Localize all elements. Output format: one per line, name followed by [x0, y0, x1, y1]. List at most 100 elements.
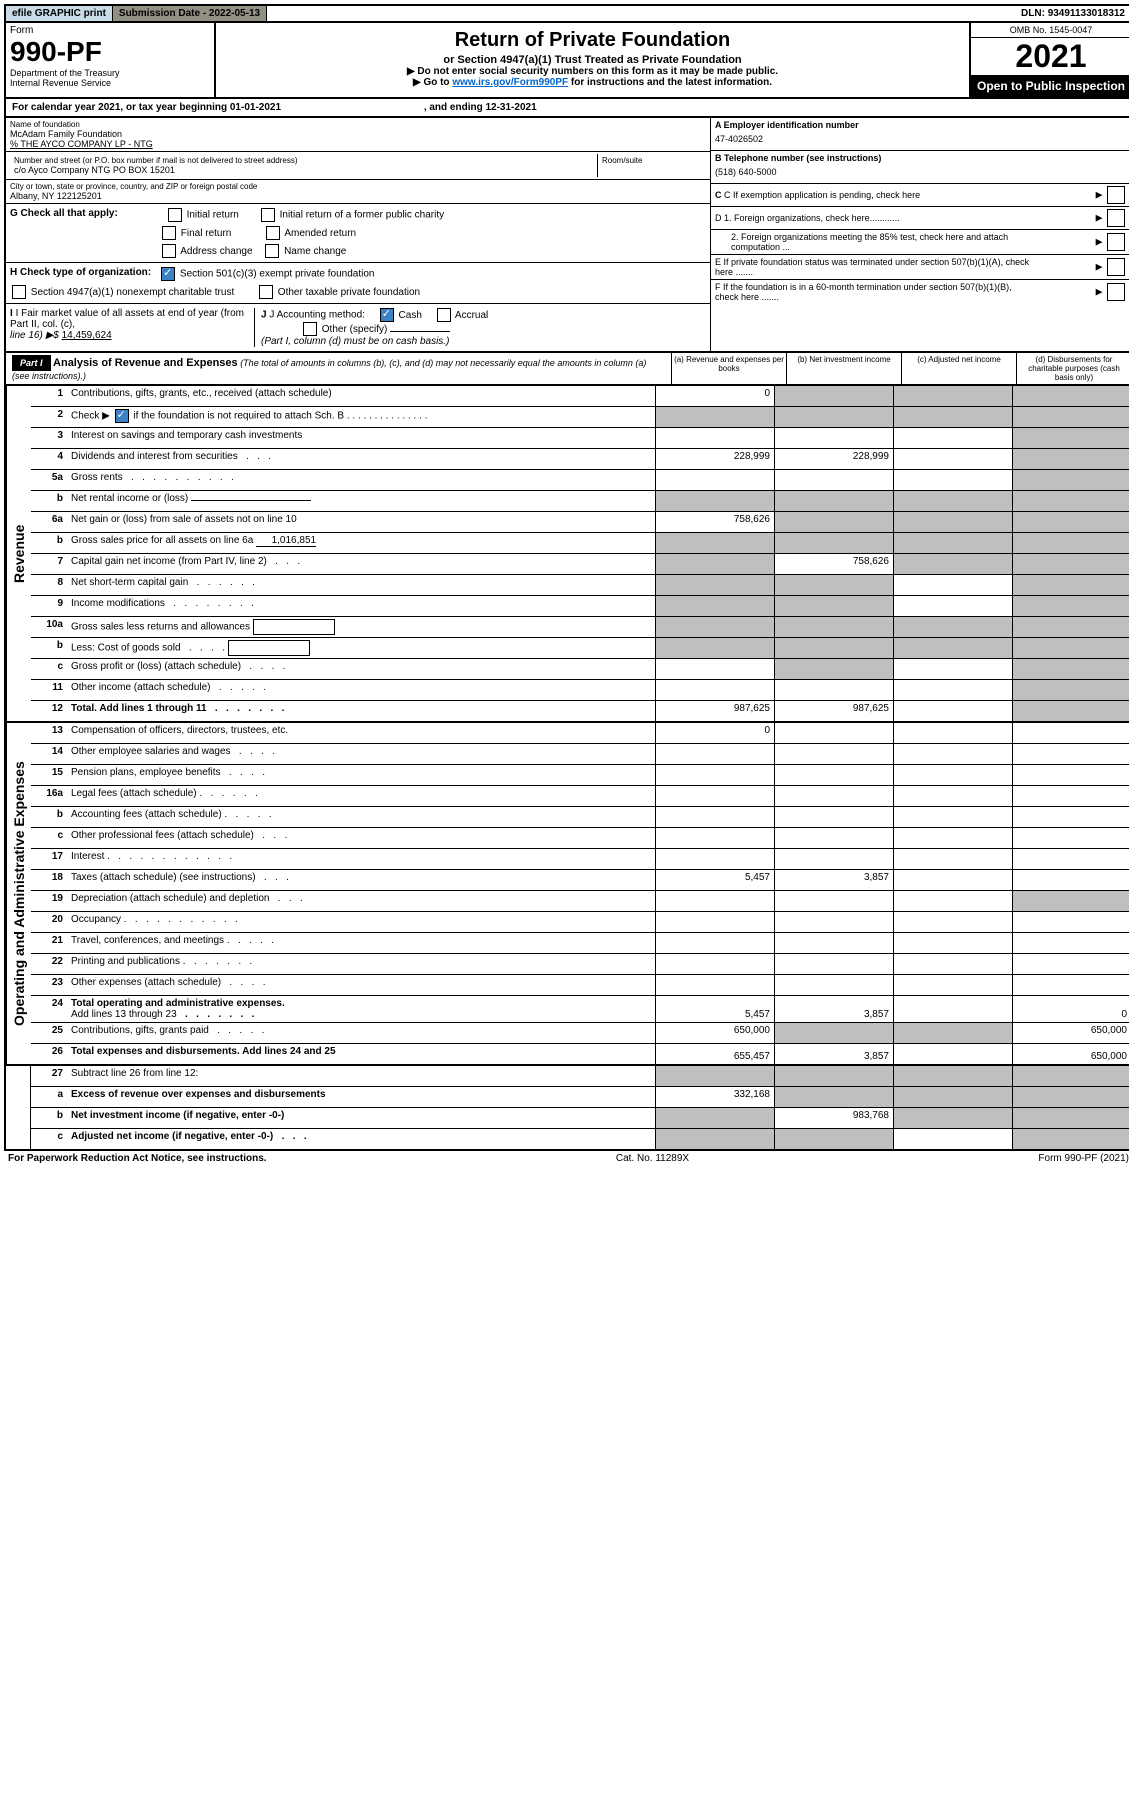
- revenue-table: Revenue 1 Contributions, gifts, grants, …: [4, 386, 1129, 723]
- top-bar: efile GRAPHIC print Submission Date - 20…: [4, 4, 1129, 23]
- irs-label: Internal Revenue Service: [10, 78, 210, 88]
- form-id-block: Form 990-PF Department of the Treasury I…: [6, 23, 216, 97]
- other-method-checkbox[interactable]: [303, 322, 317, 336]
- line-19: 19 Depreciation (attach schedule) and de…: [31, 891, 1129, 912]
- part1-desc: Part I Analysis of Revenue and Expenses …: [6, 353, 671, 384]
- section-g: G Check all that apply: Initial return I…: [6, 204, 710, 263]
- line-26: 26 Total expenses and disbursements. Add…: [31, 1044, 1129, 1064]
- line-15: 15 Pension plans, employee benefits . . …: [31, 765, 1129, 786]
- line-8: 8 Net short-term capital gain . . . . . …: [31, 575, 1129, 596]
- instruction-1: ▶ Do not enter social security numbers o…: [220, 66, 965, 77]
- status-terminated-checkbox[interactable]: [1107, 258, 1125, 276]
- line-5b: b Net rental income or (loss): [31, 491, 1129, 512]
- section-d1: D 1. Foreign organizations, check here..…: [711, 207, 1129, 230]
- calendar-year-row: For calendar year 2021, or tax year begi…: [4, 99, 1129, 118]
- foreign-85-checkbox[interactable]: [1107, 233, 1125, 251]
- line-27a: a Excess of revenue over expenses and di…: [31, 1087, 1129, 1108]
- initial-return-checkbox[interactable]: [168, 208, 182, 222]
- form-title-block: Return of Private Foundation or Section …: [216, 23, 969, 97]
- line-11: 11 Other income (attach schedule) . . . …: [31, 680, 1129, 701]
- initial-return-former-checkbox[interactable]: [261, 208, 275, 222]
- room-label: Room/suite: [602, 156, 702, 165]
- city-cell: City or town, state or province, country…: [6, 180, 710, 204]
- line-16b: b Accounting fees (attach schedule) . . …: [31, 807, 1129, 828]
- line27-table: 27 Subtract line 26 from line 12: a Exce…: [4, 1066, 1129, 1151]
- entity-left: Name of foundation McAdam Family Foundat…: [6, 118, 710, 351]
- form-label: Form: [10, 25, 210, 36]
- sch-b-checkbox[interactable]: [115, 409, 129, 423]
- form-subtitle: or Section 4947(a)(1) Trust Treated as P…: [220, 54, 965, 66]
- dln: DLN: 93491133018312: [1015, 6, 1129, 21]
- name-change-checkbox[interactable]: [265, 244, 279, 258]
- catalog-number: Cat. No. 11289X: [616, 1153, 689, 1164]
- section-c: C C If exemption application is pending,…: [711, 184, 1129, 207]
- other-taxable-checkbox[interactable]: [259, 285, 273, 299]
- phone-value: (518) 640-5000: [715, 163, 1127, 181]
- line-24: 24 Total operating and administrative ex…: [31, 996, 1129, 1023]
- cash-checkbox[interactable]: [380, 308, 394, 322]
- line-10a: 10a Gross sales less returns and allowan…: [31, 617, 1129, 638]
- accrual-checkbox[interactable]: [437, 308, 451, 322]
- amended-return-checkbox[interactable]: [266, 226, 280, 240]
- efile-label[interactable]: efile GRAPHIC print: [6, 6, 113, 21]
- line-13: 13 Compensation of officers, directors, …: [31, 723, 1129, 744]
- entity-info: Name of foundation McAdam Family Foundat…: [4, 118, 1129, 353]
- line-22: 22 Printing and publications . . . . . .…: [31, 954, 1129, 975]
- 4947a1-checkbox[interactable]: [12, 285, 26, 299]
- line-14: 14 Other employee salaries and wages . .…: [31, 744, 1129, 765]
- part1-label: Part I: [12, 355, 51, 371]
- line-1: 1 Contributions, gifts, grants, etc., re…: [31, 386, 1129, 407]
- form-title: Return of Private Foundation: [220, 29, 965, 52]
- address-change-checkbox[interactable]: [162, 244, 176, 258]
- city-state-zip: Albany, NY 122125201: [10, 191, 706, 201]
- year-block: OMB No. 1545-0047 2021 Open to Public In…: [969, 23, 1129, 97]
- line-27c: c Adjusted net income (if negative, ente…: [31, 1129, 1129, 1149]
- section-h: H Check type of organization: Section 50…: [6, 263, 710, 304]
- instructions-link[interactable]: www.irs.gov/Form990PF: [452, 77, 568, 88]
- line-6b: b Gross sales price for all assets on li…: [31, 533, 1129, 554]
- col-c-header: (c) Adjusted net income: [901, 353, 1016, 384]
- line-2: 2 Check ▶ if the foundation is not requi…: [31, 407, 1129, 428]
- expenses-side-label: Operating and Administrative Expenses: [6, 723, 31, 1064]
- form-number: 990-PF: [10, 36, 210, 68]
- section-f: F If the foundation is in a 60-month ter…: [711, 280, 1129, 304]
- dept-label: Department of the Treasury: [10, 68, 210, 78]
- exemption-pending-checkbox[interactable]: [1107, 186, 1125, 204]
- ein-value: 47-4026502: [715, 130, 1127, 148]
- line-3: 3 Interest on savings and temporary cash…: [31, 428, 1129, 449]
- line-21: 21 Travel, conferences, and meetings . .…: [31, 933, 1129, 954]
- care-of: % THE AYCO COMPANY LP - NTG: [10, 139, 706, 149]
- section-d2: 2. Foreign organizations meeting the 85%…: [711, 230, 1129, 255]
- line-16c: c Other professional fees (attach schedu…: [31, 828, 1129, 849]
- submission-date: Submission Date - 2022-05-13: [113, 6, 267, 21]
- line-23: 23 Other expenses (attach schedule) . . …: [31, 975, 1129, 996]
- form-header: Form 990-PF Department of the Treasury I…: [4, 23, 1129, 99]
- line-12: 12 Total. Add lines 1 through 11 . . . .…: [31, 701, 1129, 721]
- page-footer: For Paperwork Reduction Act Notice, see …: [4, 1151, 1129, 1166]
- 60-month-checkbox[interactable]: [1107, 283, 1125, 301]
- section-e: E If private foundation status was termi…: [711, 255, 1129, 280]
- line-5a: 5a Gross rents . . . . . . . . . .: [31, 470, 1129, 491]
- line-10b: b Less: Cost of goods sold . . . .: [31, 638, 1129, 659]
- tax-year: 2021: [971, 38, 1129, 75]
- open-to-public: Open to Public Inspection: [971, 75, 1129, 97]
- col-b-header: (b) Net investment income: [786, 353, 901, 384]
- line-4: 4 Dividends and interest from securities…: [31, 449, 1129, 470]
- line-7: 7 Capital gain net income (from Part IV,…: [31, 554, 1129, 575]
- fmv-value: 14,459,624: [62, 330, 112, 341]
- foreign-org-checkbox[interactable]: [1107, 209, 1125, 227]
- expenses-table: Operating and Administrative Expenses 13…: [4, 723, 1129, 1066]
- col-d-header: (d) Disbursements for charitable purpose…: [1016, 353, 1129, 384]
- line-18: 18 Taxes (attach schedule) (see instruct…: [31, 870, 1129, 891]
- address-row: Number and street (or P.O. box number if…: [6, 152, 710, 180]
- line-10c: c Gross profit or (loss) (attach schedul…: [31, 659, 1129, 680]
- foundation-name: McAdam Family Foundation: [10, 129, 706, 139]
- line-17: 17 Interest . . . . . . . . . . . .: [31, 849, 1129, 870]
- line-16a: 16a Legal fees (attach schedule) . . . .…: [31, 786, 1129, 807]
- col-a-header: (a) Revenue and expenses per books: [671, 353, 786, 384]
- paperwork-notice: For Paperwork Reduction Act Notice, see …: [8, 1153, 267, 1164]
- line-6a: 6a Net gain or (loss) from sale of asset…: [31, 512, 1129, 533]
- 501c3-checkbox[interactable]: [161, 267, 175, 281]
- foundation-name-cell: Name of foundation McAdam Family Foundat…: [6, 118, 710, 152]
- final-return-checkbox[interactable]: [162, 226, 176, 240]
